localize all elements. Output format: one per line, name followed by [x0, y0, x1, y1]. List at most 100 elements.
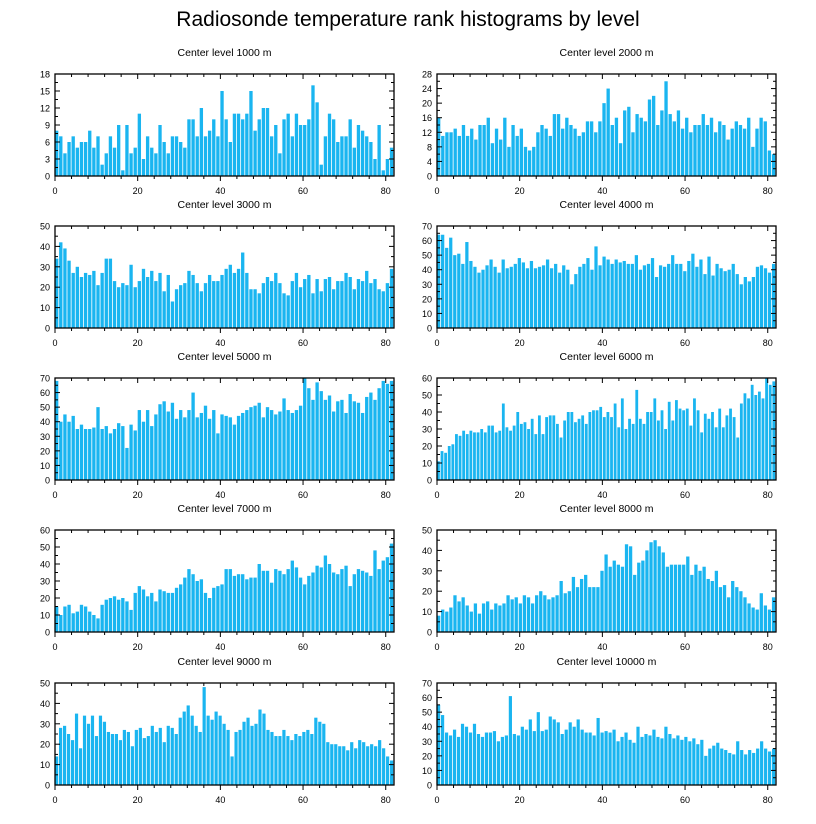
bar: [671, 255, 675, 328]
bar: [628, 418, 631, 480]
bar: [474, 139, 478, 176]
bar: [606, 259, 610, 328]
bar: [649, 542, 653, 632]
bar: [658, 265, 663, 328]
bar: [174, 418, 179, 480]
bar: [195, 581, 199, 632]
x-tick-label: 20: [515, 490, 525, 500]
bar: [604, 554, 608, 632]
bar: [480, 429, 484, 480]
bar: [377, 569, 381, 632]
bar: [92, 147, 96, 176]
bar: [90, 715, 95, 785]
bar: [158, 272, 162, 328]
bar: [104, 426, 108, 480]
bar: [130, 746, 134, 785]
x-tick-label: 60: [680, 490, 690, 500]
bar: [158, 125, 162, 176]
bar: [274, 736, 278, 785]
bar: [191, 392, 195, 480]
x-tick-label: 80: [381, 795, 391, 805]
bar: [190, 715, 194, 785]
bar: [577, 135, 581, 176]
bar: [282, 574, 286, 632]
bar: [261, 570, 266, 632]
bar: [731, 263, 735, 328]
bar: [385, 159, 390, 176]
bar: [743, 393, 747, 480]
bar: [294, 734, 298, 785]
bar: [470, 128, 474, 176]
bar: [365, 270, 369, 328]
bar: [528, 719, 532, 785]
bar: [667, 263, 671, 328]
bar: [688, 741, 692, 785]
bar: [79, 277, 84, 328]
bar: [121, 283, 125, 328]
bar: [696, 410, 700, 480]
bar: [736, 741, 740, 785]
bar: [207, 418, 212, 480]
bar: [348, 277, 352, 328]
bar: [768, 751, 772, 785]
bar: [191, 119, 195, 176]
panel-9: Center level 9000 m 0 10 20 30 40 50 0 20 40 60 80: [40, 656, 395, 805]
bar: [389, 543, 394, 632]
bar: [369, 392, 373, 480]
bar: [568, 722, 572, 785]
bar: [675, 400, 678, 480]
bar: [114, 734, 119, 785]
y-tick-label: 30: [40, 719, 50, 729]
bar: [67, 421, 71, 480]
bar: [747, 117, 751, 176]
bar: [458, 435, 462, 480]
bar: [732, 754, 736, 785]
bar: [170, 402, 175, 480]
y-tick-label: 60: [422, 693, 432, 703]
bar: [646, 263, 651, 328]
y-tick-label: 40: [40, 699, 50, 709]
bar: [55, 258, 59, 328]
bar: [441, 234, 445, 328]
panel-5: Center level 5000 m 0 10 20 30 40 50 60 70 0 20 40 6…: [40, 351, 395, 500]
bar: [274, 125, 278, 176]
bar: [521, 262, 525, 328]
bar: [137, 586, 142, 632]
bar: [142, 738, 146, 785]
bar: [584, 423, 588, 480]
bar: [356, 125, 361, 176]
bar: [480, 736, 485, 785]
bar: [265, 108, 270, 176]
y-tick-label: 40: [422, 546, 432, 556]
bar: [340, 399, 344, 480]
bar: [373, 550, 377, 632]
bar: [92, 270, 96, 328]
bar: [303, 378, 307, 480]
bar: [477, 272, 481, 328]
bar: [576, 719, 580, 785]
bar: [286, 569, 290, 632]
bar: [377, 388, 381, 480]
bar: [772, 748, 776, 785]
bar: [126, 731, 130, 785]
bar: [598, 121, 602, 176]
bar: [559, 437, 563, 480]
bar: [650, 258, 655, 328]
bar: [319, 391, 323, 480]
bar: [755, 128, 759, 176]
bar: [88, 130, 92, 176]
bar: [117, 599, 121, 632]
bar: [571, 576, 576, 632]
bar: [166, 274, 170, 328]
bar: [637, 562, 641, 632]
bar: [676, 110, 681, 176]
bar: [672, 738, 676, 785]
bar: [241, 119, 245, 176]
bar: [441, 609, 445, 632]
bar: [516, 412, 520, 480]
bar: [673, 564, 678, 632]
bar: [298, 125, 303, 176]
bar: [457, 253, 461, 328]
bar: [465, 605, 469, 632]
bar: [526, 597, 531, 632]
